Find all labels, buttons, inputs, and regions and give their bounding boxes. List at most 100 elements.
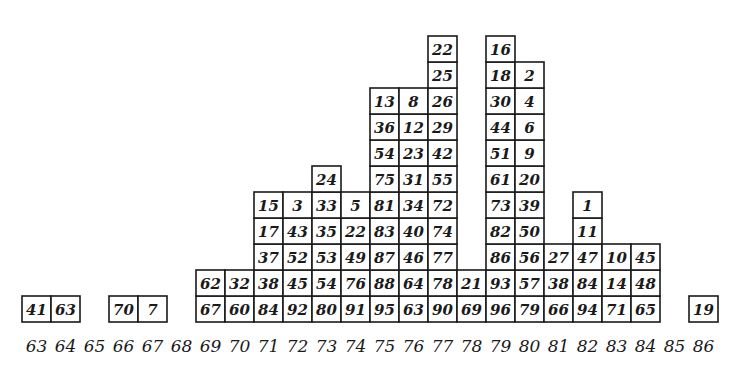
box — [544, 296, 573, 322]
box — [486, 296, 515, 322]
box-label: 44 — [490, 119, 511, 137]
box — [196, 270, 225, 296]
box-label: 22 — [431, 41, 453, 59]
box-label: 14 — [606, 275, 627, 293]
x-tick-label: 64 — [55, 336, 77, 356]
box-label: 50 — [519, 223, 540, 241]
x-tick-label: 76 — [403, 336, 425, 356]
box — [602, 296, 631, 322]
box — [283, 296, 312, 322]
box — [602, 244, 631, 270]
box-label: 80 — [316, 301, 337, 319]
box — [631, 270, 660, 296]
box — [283, 244, 312, 270]
box-label: 63 — [403, 301, 424, 319]
box — [486, 88, 515, 114]
x-tick-label: 77 — [432, 336, 454, 356]
box — [370, 88, 399, 114]
box-label: 24 — [315, 171, 337, 189]
x-tick-labels: 6364656667686970717273747576777879808182… — [26, 336, 715, 356]
x-tick-label: 73 — [316, 336, 338, 356]
box — [399, 296, 428, 322]
x-tick-label: 70 — [229, 336, 251, 356]
box — [457, 296, 486, 322]
box — [370, 114, 399, 140]
box — [399, 166, 428, 192]
box-label: 17 — [258, 223, 279, 241]
box — [515, 140, 544, 166]
box-label: 27 — [547, 249, 569, 267]
box — [370, 140, 399, 166]
x-tick-label: 69 — [200, 336, 222, 356]
box-label: 75 — [374, 171, 395, 189]
box-label: 34 — [403, 197, 424, 215]
box-label: 96 — [490, 301, 511, 319]
box-label: 65 — [635, 301, 656, 319]
box — [370, 218, 399, 244]
box — [573, 296, 602, 322]
x-tick-label: 82 — [577, 336, 599, 356]
box-label: 60 — [229, 301, 250, 319]
box-label: 53 — [316, 249, 337, 267]
box-label: 56 — [519, 249, 540, 267]
box-label: 90 — [432, 301, 453, 319]
box-label: 19 — [693, 301, 714, 319]
box-label: 76 — [345, 275, 366, 293]
box — [486, 140, 515, 166]
box-label: 2 — [523, 67, 534, 85]
box-label: 55 — [432, 171, 453, 189]
box — [399, 114, 428, 140]
box-label: 10 — [606, 249, 627, 267]
box — [370, 296, 399, 322]
box — [428, 36, 457, 62]
box-label: 70 — [113, 301, 134, 319]
box-label: 54 — [374, 145, 395, 163]
box — [515, 114, 544, 140]
box-label: 30 — [490, 93, 511, 111]
box-label: 83 — [374, 223, 395, 241]
box — [428, 114, 457, 140]
box — [341, 218, 370, 244]
box-label: 86 — [490, 249, 511, 267]
box-label: 87 — [374, 249, 395, 267]
box-label: 15 — [258, 197, 279, 215]
box — [254, 296, 283, 322]
box — [602, 270, 631, 296]
box-label: 61 — [490, 171, 511, 189]
box-label: 43 — [287, 223, 308, 241]
box — [22, 296, 51, 322]
box-label: 39 — [519, 197, 540, 215]
box — [486, 166, 515, 192]
box-label: 38 — [258, 275, 279, 293]
box — [486, 218, 515, 244]
box-label: 63 — [55, 301, 76, 319]
box-label: 13 — [374, 93, 395, 111]
box — [515, 244, 544, 270]
x-tick-label: 86 — [693, 336, 715, 356]
chart: 4163707676260328438371715924552433805453… — [0, 0, 740, 383]
bars — [22, 36, 718, 322]
box — [515, 296, 544, 322]
box — [254, 270, 283, 296]
box — [399, 140, 428, 166]
box — [486, 36, 515, 62]
box — [312, 218, 341, 244]
box-label: 93 — [490, 275, 511, 293]
box — [283, 270, 312, 296]
box-label: 9 — [524, 145, 535, 163]
box — [428, 244, 457, 270]
box-label: 26 — [431, 93, 453, 111]
box — [399, 88, 428, 114]
box — [515, 62, 544, 88]
box-label: 71 — [606, 301, 627, 319]
box — [254, 218, 283, 244]
box-label: 33 — [316, 197, 337, 215]
box-label: 67 — [200, 301, 221, 319]
box — [399, 270, 428, 296]
box — [341, 244, 370, 270]
box — [283, 218, 312, 244]
box-label: 29 — [431, 119, 453, 137]
x-tick-label: 79 — [490, 336, 512, 356]
box — [573, 218, 602, 244]
box — [254, 192, 283, 218]
